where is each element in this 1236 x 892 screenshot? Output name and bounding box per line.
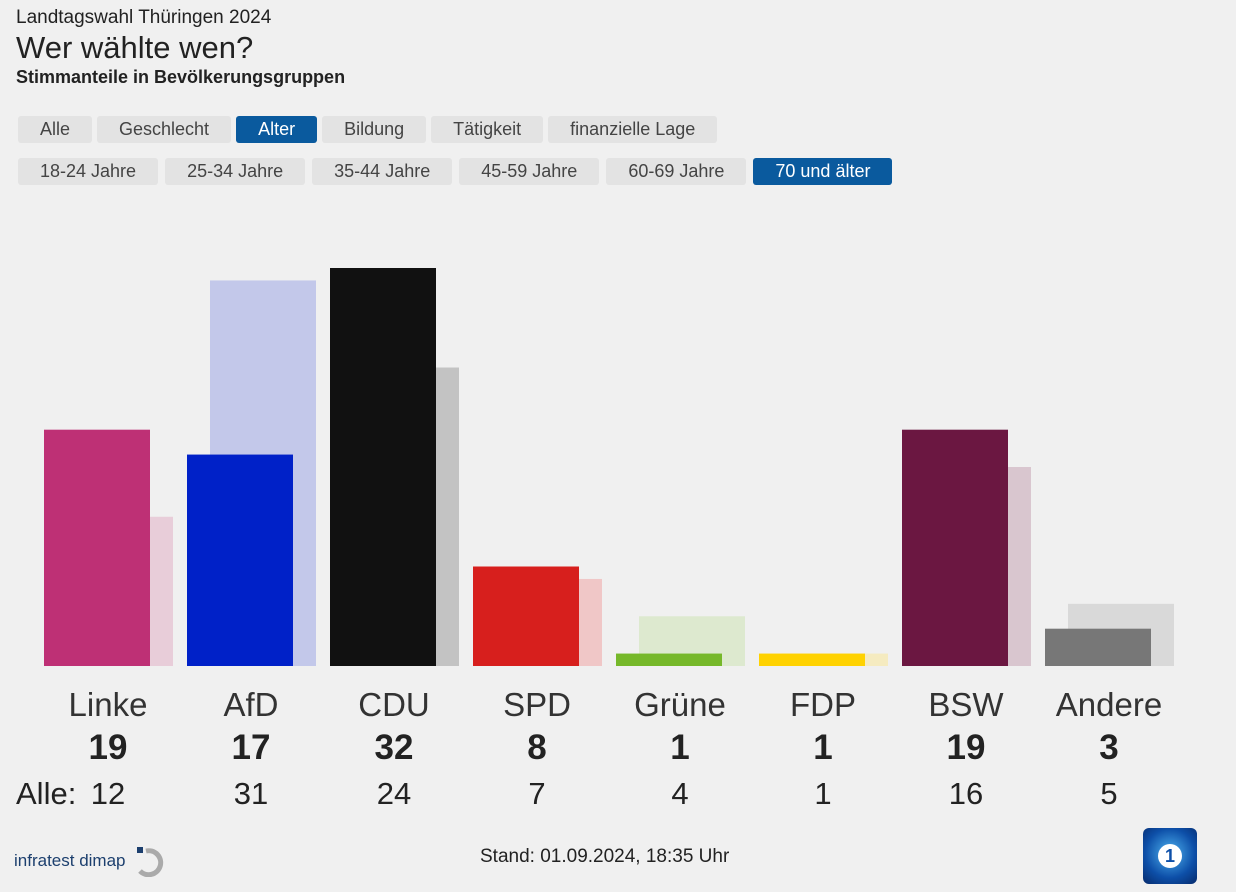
value-label: 17 <box>232 728 271 767</box>
source-label: infratest dimap <box>14 851 126 870</box>
category-tabs: Alle Geschlecht Alter Bildung Tätigkeit finan… <box>18 116 718 143</box>
age-tabs: 18-24 Jahre 25-34 Jahre 35-44 Jahre 45-59 J… <box>18 158 893 185</box>
tab-bildung[interactable]: Bildung <box>322 116 427 143</box>
bar-70plus-7 <box>1045 628 1151 666</box>
tab-finanzielle-lage[interactable]: finanzielle Lage <box>548 116 718 143</box>
timestamp: Stand: 01.09.2024, 18:35 Uhr <box>480 846 730 867</box>
subtab-25-34-jahre[interactable]: 25-34 Jahre <box>165 158 306 185</box>
alle-value-label: 31 <box>234 776 268 811</box>
value-label: 32 <box>375 728 414 767</box>
bar-70plus-1 <box>187 454 293 666</box>
infratest-logo: infratest dimap <box>14 845 168 877</box>
party-label: CDU <box>358 686 430 723</box>
party-label: FDP <box>790 686 856 723</box>
tab-geschlecht[interactable]: Geschlecht <box>97 116 232 143</box>
subtab-35-44-jahre[interactable]: 35-44 Jahre <box>312 158 453 185</box>
value-label: 19 <box>89 728 128 767</box>
alle-value-label: 12 <box>91 776 125 811</box>
bar-70plus-3 <box>473 566 579 666</box>
value-label: 19 <box>947 728 986 767</box>
party-label: Andere <box>1056 686 1162 723</box>
alle-value-label: 4 <box>671 776 688 811</box>
subtab-70-und-älter[interactable]: 70 und älter <box>753 158 893 185</box>
subtab-60-69-jahre[interactable]: 60-69 Jahre <box>606 158 747 185</box>
party-label: Linke <box>69 686 148 723</box>
bar-70plus-0 <box>44 429 150 666</box>
party-label: BSW <box>928 686 1004 723</box>
bar-chart: Linke1912AfD1731CDU3224SPD87Grüne14FDP11… <box>16 268 1174 811</box>
ard-logo[interactable]: 1 <box>1143 828 1197 884</box>
alle-value-label: 7 <box>528 776 545 811</box>
value-label: 1 <box>670 728 689 767</box>
bar-70plus-6 <box>902 429 1008 666</box>
value-label: 8 <box>527 728 546 767</box>
value-label: 1 <box>813 728 832 767</box>
infratest-icon <box>136 847 163 877</box>
alle-row-label: Alle: <box>16 776 76 811</box>
subtab-18-24-jahre[interactable]: 18-24 Jahre <box>18 158 159 185</box>
tab-alter[interactable]: Alter <box>236 116 318 143</box>
supertitle: Landtagswahl Thüringen 2024 <box>16 7 272 28</box>
alle-value-label: 16 <box>949 776 983 811</box>
alle-value-label: 24 <box>377 776 411 811</box>
tab-tätigkeit[interactable]: Tätigkeit <box>431 116 544 143</box>
alle-value-label: 1 <box>814 776 831 811</box>
bar-70plus-5 <box>759 653 865 666</box>
subtitle: Stimmanteile in Bevölkerungsgruppen <box>16 67 346 87</box>
alle-value-label: 5 <box>1100 776 1117 811</box>
subtab-45-59-jahre[interactable]: 45-59 Jahre <box>459 158 600 185</box>
bar-70plus-2 <box>330 268 436 666</box>
bar-70plus-4 <box>616 653 722 666</box>
party-label: AfD <box>223 686 278 723</box>
value-label: 3 <box>1099 728 1118 767</box>
party-label: SPD <box>503 686 571 723</box>
logo-text: 1 <box>1158 844 1182 868</box>
page-title: Wer wählte wen? <box>16 30 254 65</box>
tab-alle[interactable]: Alle <box>18 116 93 143</box>
party-label: Grüne <box>634 686 726 723</box>
